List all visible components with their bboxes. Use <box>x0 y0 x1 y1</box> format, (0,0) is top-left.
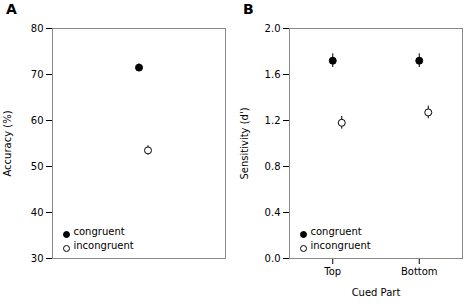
svg-text:1.2: 1.2 <box>265 115 281 126</box>
svg-text:60: 60 <box>31 115 44 126</box>
svg-text:incongruent: incongruent <box>74 240 134 251</box>
svg-text:50: 50 <box>31 161 44 172</box>
svg-text:Bottom: Bottom <box>401 266 438 277</box>
svg-text:70: 70 <box>31 69 44 80</box>
html-text:A: A <box>6 1 17 17</box>
svg-text:Sensitivity (d'): Sensitivity (d') <box>239 107 250 179</box>
svg-text:congruent: congruent <box>74 226 125 237</box>
svg-text:Cued Part: Cued Part <box>352 287 401 298</box>
svg-text:2.0: 2.0 <box>265 23 281 34</box>
html-text:B: B <box>243 1 254 17</box>
svg-text:80: 80 <box>31 23 44 34</box>
svg-text:0.0: 0.0 <box>265 253 281 264</box>
svg-text:incongruent: incongruent <box>311 240 371 251</box>
svg-text:0.8: 0.8 <box>265 161 281 172</box>
svg-text:30: 30 <box>31 253 44 264</box>
svg-text:Top: Top <box>323 266 341 277</box>
svg-text:40: 40 <box>31 207 44 218</box>
svg-text:0.4: 0.4 <box>265 207 281 218</box>
svg-text:congruent: congruent <box>311 226 362 237</box>
svg-text:Accuracy (%): Accuracy (%) <box>2 110 13 176</box>
svg-text:1.6: 1.6 <box>265 69 281 80</box>
